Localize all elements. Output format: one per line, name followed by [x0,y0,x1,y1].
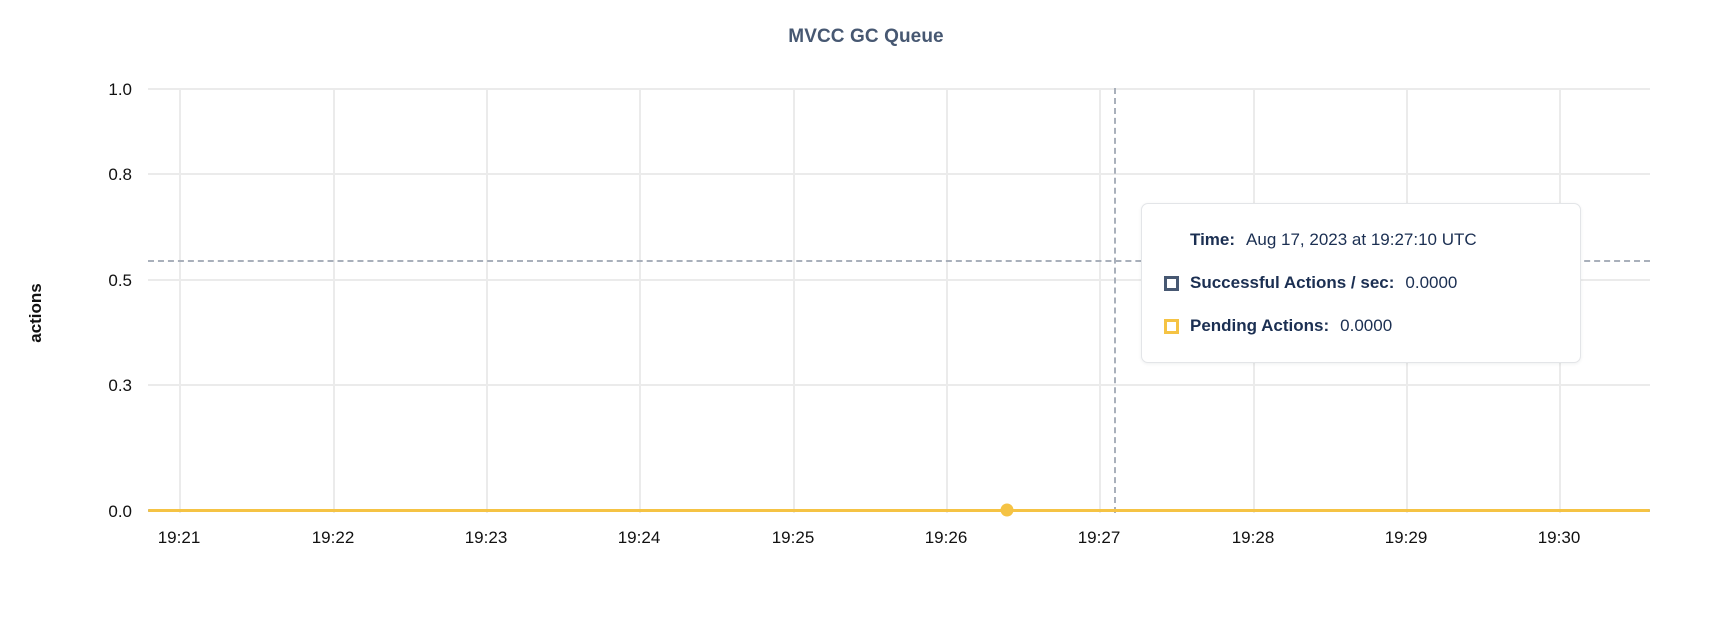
y-tick-label: 0.5 [108,271,132,290]
x-tick-label: 19:27 [1077,528,1121,547]
tooltip-time-value: Aug 17, 2023 at 19:27:10 UTC [1246,230,1477,249]
gridline-vertical [793,88,795,513]
series-line-pending-actions [148,509,1650,512]
tooltip-series-row: Successful Actions / sec: 0.0000 [1164,269,1554,297]
gridline-vertical [333,88,335,513]
x-tick-label: 19:29 [1384,528,1428,547]
y-tick-label: 0.0 [108,502,132,521]
gridline-horizontal [148,384,1650,386]
gridline-vertical [486,88,488,513]
x-tick-label: 19:22 [311,528,355,547]
tooltip-series-row: Pending Actions: 0.0000 [1164,312,1554,340]
tooltip-series-label: Successful Actions / sec: [1190,273,1395,292]
x-tick-label: 19:25 [771,528,815,547]
gridline-vertical [179,88,181,513]
tooltip-series-value: 0.0000 [1340,316,1393,335]
gridline-vertical [639,88,641,513]
hover-point-marker[interactable] [1000,503,1014,517]
y-axis-ticks: 1.0 0.8 0.5 0.3 0.0 [70,80,132,521]
x-tick-label: 19:21 [157,528,201,547]
y-axis-title: actions [26,283,45,343]
crosshair-horizontal [148,260,1650,262]
gridline-horizontal [148,88,1650,90]
x-tick-label: 19:24 [617,528,661,547]
y-tick-label: 1.0 [108,80,132,99]
tooltip-series-label: Pending Actions: [1190,316,1330,335]
crosshair-vertical [1114,88,1116,513]
y-tick-label: 0.8 [108,165,132,184]
x-tick-label: 19:26 [924,528,968,547]
x-tick-label: 19:30 [1537,528,1581,547]
tooltip-series-value: 0.0000 [1405,273,1458,292]
legend-swatch-pending-actions [1164,318,1179,334]
chart-title: MVCC GC Queue [788,26,944,47]
hover-tooltip: Time: Aug 17, 2023 at 19:27:10 UTC Succe… [1141,203,1581,363]
gridline-horizontal [148,279,1650,281]
gridline-horizontal [148,173,1650,175]
y-tick-label: 0.3 [108,376,132,395]
tooltip-time-row: Time: Aug 17, 2023 at 19:27:10 UTC [1164,226,1554,254]
tooltip-time-label: Time: [1190,230,1236,249]
gridline-vertical [1099,88,1101,513]
tooltip-swatch-spacer [1164,233,1179,248]
gridline-vertical [946,88,948,513]
x-tick-label: 19:28 [1231,528,1275,547]
x-tick-label: 19:23 [464,528,508,547]
x-axis-ticks: 19:21 19:22 19:23 19:24 19:25 19:26 19:2… [148,528,1650,554]
legend-swatch-successful-actions [1164,275,1179,291]
